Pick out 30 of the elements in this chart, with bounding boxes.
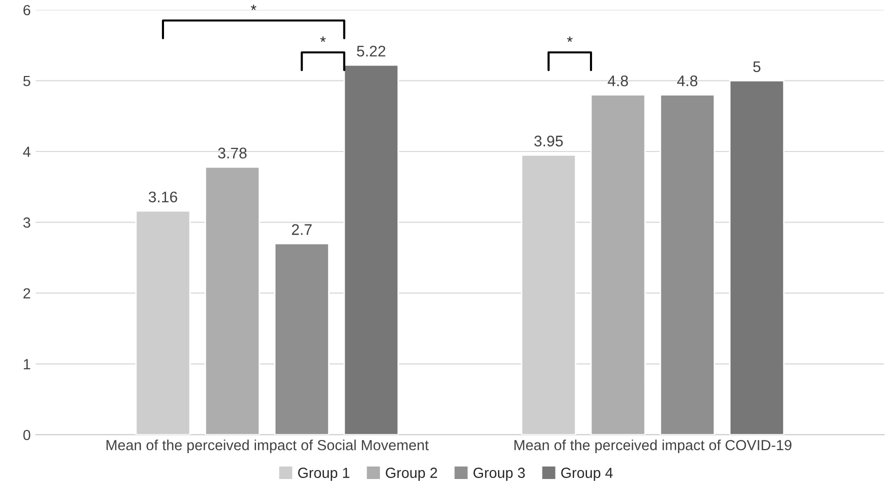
bar — [729, 80, 785, 435]
data-label: 4.8 — [677, 75, 698, 86]
y-tick-label: 4 — [23, 146, 30, 157]
legend-label: Group 4 — [561, 468, 613, 481]
annotation: * — [567, 36, 573, 42]
data-label: 2.7 — [292, 224, 312, 235]
data-label: 5 — [753, 61, 760, 72]
y-tick-label: 0 — [23, 430, 30, 440]
annotation: * — [250, 4, 256, 10]
bar — [344, 64, 399, 435]
legend-label: Group 3 — [473, 468, 525, 481]
legend-label: Group 2 — [386, 468, 438, 481]
bar — [590, 94, 646, 435]
x-tick-label: Mean of the perceived impact of Social Movement — [106, 440, 429, 454]
data-label: 5.22 — [356, 46, 386, 57]
y-tick-label: 5 — [23, 76, 30, 86]
data-label: 3.78 — [218, 148, 247, 158]
data-label: 3.95 — [534, 136, 563, 146]
bar — [660, 94, 716, 435]
x-tick-label: Mean of the perceived impact of COVID-19 — [514, 440, 792, 454]
y-tick-label: 6 — [23, 4, 30, 16]
legend-label: Group 1 — [298, 468, 350, 481]
y-tick-label: 3 — [23, 217, 30, 228]
bar — [204, 166, 260, 435]
y-tick-label: 1 — [24, 359, 30, 370]
annotation: * — [320, 36, 326, 42]
bar — [274, 242, 330, 435]
y-tick-label: 2 — [23, 288, 30, 298]
data-label: 4.8 — [608, 75, 628, 86]
data-label: 3.16 — [148, 192, 178, 202]
